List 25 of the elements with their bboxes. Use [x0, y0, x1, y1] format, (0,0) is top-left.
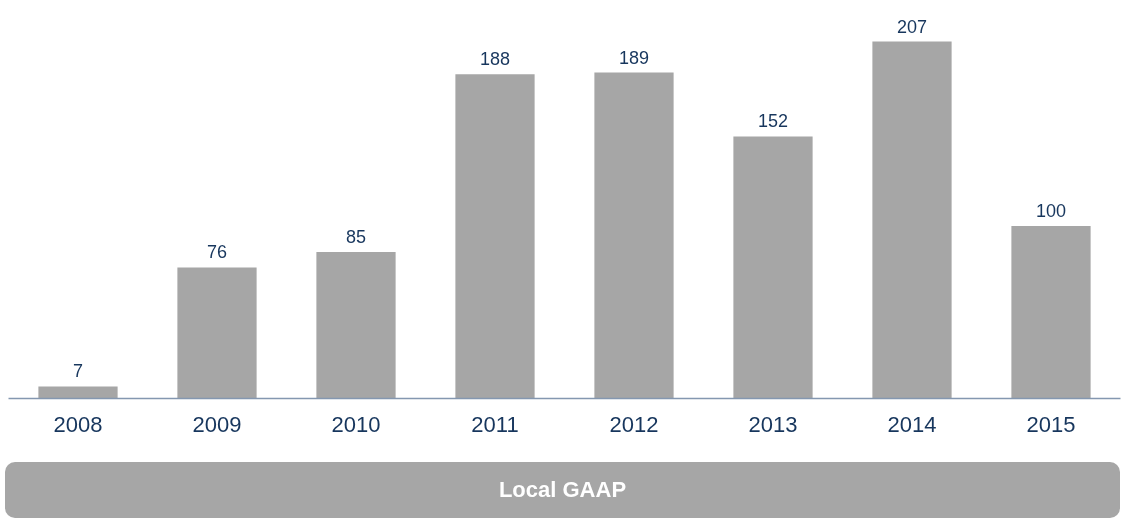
bar [455, 74, 535, 399]
data-label: 152 [757, 111, 789, 132]
data-label: 85 [345, 226, 367, 247]
x-tick-label: 2011 [471, 411, 519, 437]
x-tick-label: 2008 [53, 411, 103, 437]
data-label: 189 [618, 47, 650, 68]
x-tick-label: 2009 [192, 411, 242, 437]
x-tick-label: 2010 [331, 411, 381, 437]
x-tick-label: 2013 [748, 411, 798, 437]
bar [594, 72, 674, 399]
x-tick-label: 2012 [609, 411, 659, 437]
bar [316, 251, 396, 399]
bar [1011, 226, 1091, 399]
data-label: 207 [896, 16, 928, 37]
bar [872, 41, 952, 399]
text: Local GAAP [498, 476, 627, 505]
data-label: 7 [72, 361, 84, 382]
bar [733, 136, 813, 399]
data-label: 188 [479, 49, 511, 70]
bar [38, 386, 118, 399]
data-label: 76 [206, 242, 228, 263]
data-label: 100 [1035, 201, 1067, 222]
bar [177, 267, 257, 399]
x-tick-label: 2014 [887, 411, 937, 437]
x-tick-label: 2015 [1026, 411, 1076, 437]
